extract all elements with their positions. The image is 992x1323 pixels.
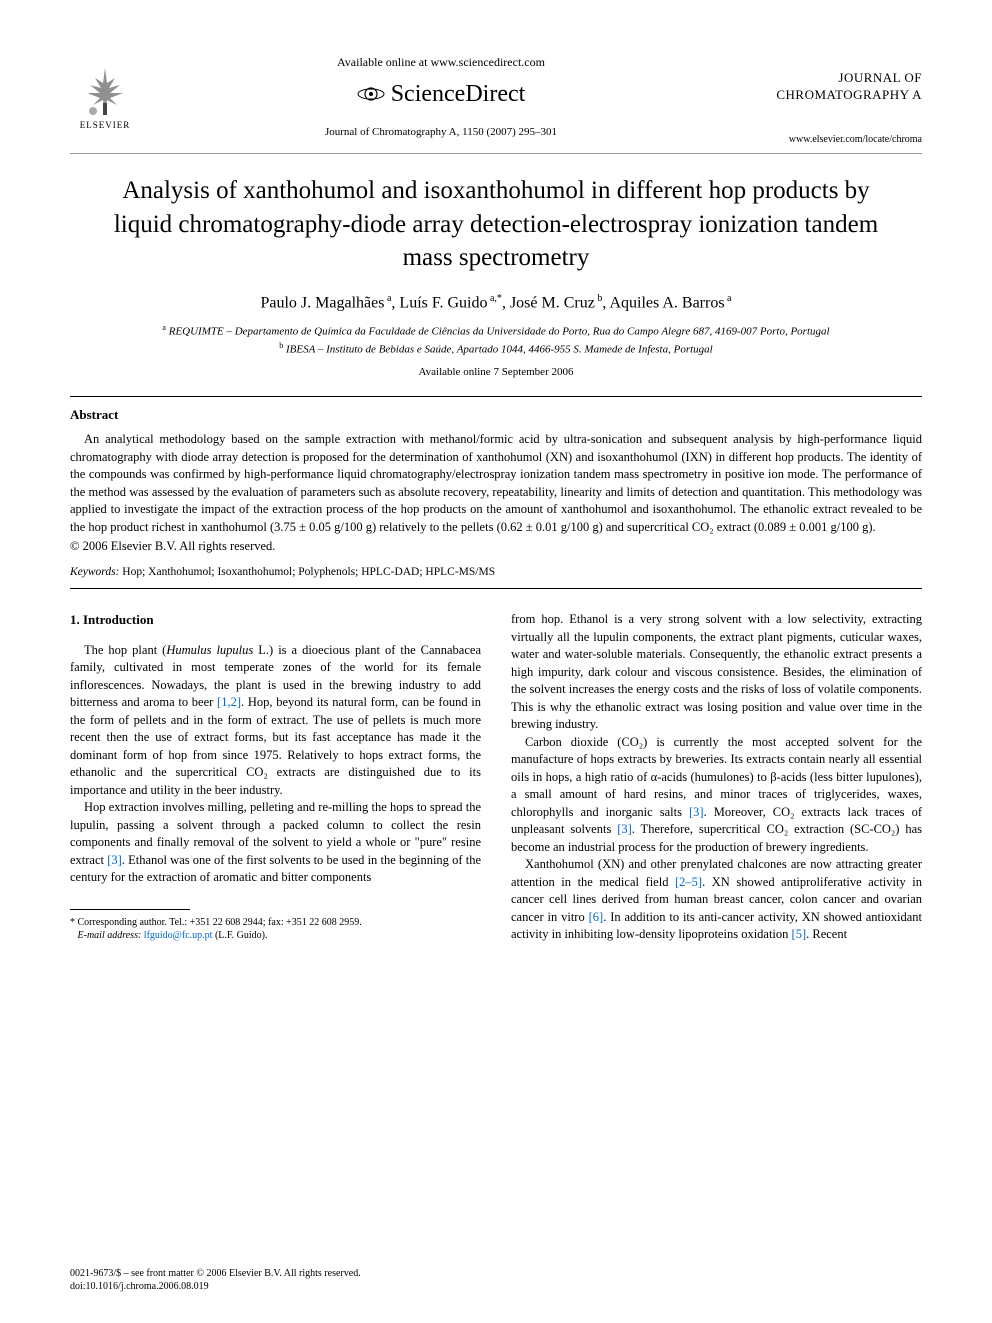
ref-link[interactable]: [3]	[617, 822, 632, 836]
sciencedirect-text: ScienceDirect	[391, 81, 526, 108]
footnote-email-label: E-mail address:	[78, 930, 142, 941]
abstract-top-rule	[70, 396, 922, 397]
elsevier-logo: ELSEVIER	[70, 50, 140, 130]
journal-name-line2: CHROMATOGRAPHY A	[776, 87, 922, 102]
sciencedirect-brand: ScienceDirect	[357, 80, 526, 108]
journal-name-line1: JOURNAL OF	[838, 70, 922, 85]
affiliation-b: IBESA – Instituto de Bebidas e Saúde, Ap…	[286, 344, 713, 356]
available-online-date: Available online 7 September 2006	[70, 366, 922, 378]
ref-link[interactable]: [1,2]	[217, 695, 241, 709]
abstract-bottom-rule	[70, 588, 922, 589]
elsevier-url: www.elsevier.com/locate/chroma	[742, 134, 922, 145]
intro-heading: 1. Introduction	[70, 611, 481, 629]
ref-link[interactable]: [2–5]	[675, 875, 702, 889]
footer-doi: doi:10.1016/j.chroma.2006.08.019	[70, 1280, 922, 1293]
footnote-separator	[70, 909, 190, 910]
available-online-text: Available online at www.sciencedirect.co…	[140, 55, 742, 70]
page-header: ELSEVIER Available online at www.science…	[70, 50, 922, 145]
journal-reference: Journal of Chromatography A, 1150 (2007)…	[140, 126, 742, 138]
ref-link[interactable]: [3]	[107, 853, 122, 867]
keywords: Keywords: Hop; Xanthohumol; Isoxanthohum…	[70, 566, 922, 578]
authors: Paulo J. Magalhães a, Luís F. Guido a,*,…	[70, 293, 922, 312]
intro-p3: Carbon dioxide (CO₂) is currently the mo…	[511, 734, 922, 857]
footnote-email-line: E-mail address: lfguido@fc.up.pt (L.F. G…	[70, 929, 481, 943]
affiliation-a: REQUIMTE – Departamento de Química da Fa…	[169, 326, 830, 338]
header-rule	[70, 153, 922, 154]
keywords-text: Hop; Xanthohumol; Isoxanthohumol; Polyph…	[122, 566, 495, 578]
elsevier-label: ELSEVIER	[80, 120, 131, 130]
ref-link[interactable]: [3]	[689, 805, 704, 819]
ref-link[interactable]: [6]	[589, 910, 604, 924]
journal-name: JOURNAL OF CHROMATOGRAPHY A	[742, 70, 922, 104]
abstract-text: An analytical methodology based on the s…	[70, 431, 922, 536]
right-header: JOURNAL OF CHROMATOGRAPHY A www.elsevier…	[742, 50, 922, 145]
footer-front-matter: 0021-9673/$ – see front matter © 2006 El…	[70, 1267, 922, 1280]
copyright-text: © 2006 Elsevier B.V. All rights reserved…	[70, 539, 922, 554]
intro-p1: The hop plant (Humulus lupulus L.) is a …	[70, 642, 481, 800]
email-link[interactable]: lfguido@fc.up.pt	[144, 930, 213, 941]
keywords-label: Keywords:	[70, 566, 119, 578]
species-name: Humulus lupulus	[166, 643, 253, 657]
sciencedirect-icon	[357, 80, 385, 108]
page-footer: 0021-9673/$ – see front matter © 2006 El…	[70, 1267, 922, 1293]
column-left: 1. Introduction The hop plant (Humulus l…	[70, 611, 481, 944]
article-title: Analysis of xanthohumol and isoxanthohum…	[110, 174, 882, 275]
center-header: Available online at www.sciencedirect.co…	[140, 50, 742, 138]
corresponding-author-footnote: * Corresponding author. Tel.: +351 22 60…	[70, 916, 481, 943]
affiliations: a REQUIMTE – Departamento de Química da …	[70, 322, 922, 358]
intro-p2: Hop extraction involves milling, pelleti…	[70, 799, 481, 887]
body-columns: 1. Introduction The hop plant (Humulus l…	[70, 611, 922, 944]
intro-p2-cont: from hop. Ethanol is a very strong solve…	[511, 611, 922, 734]
elsevier-tree-icon	[75, 63, 135, 118]
footnote-email-who: (L.F. Guido).	[215, 930, 268, 941]
abstract-heading: Abstract	[70, 407, 922, 423]
ref-link[interactable]: [5]	[792, 927, 807, 941]
intro-p4: Xanthohumol (XN) and other prenylated ch…	[511, 856, 922, 944]
column-right: from hop. Ethanol is a very strong solve…	[511, 611, 922, 944]
footnote-corresponding: * Corresponding author. Tel.: +351 22 60…	[70, 916, 481, 930]
